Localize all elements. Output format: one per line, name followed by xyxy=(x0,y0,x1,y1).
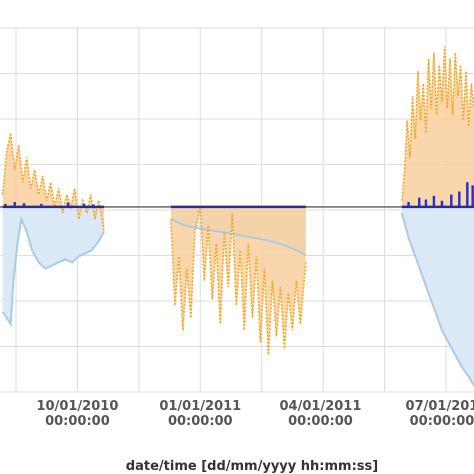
bar xyxy=(40,203,43,207)
bar xyxy=(424,199,428,207)
x-axis-ticks: 10/01/201000:00:0001/01/201100:00:0004/0… xyxy=(37,399,474,429)
orange-area xyxy=(401,46,474,207)
orange-series-line xyxy=(1,132,105,232)
bar xyxy=(66,202,70,207)
x-tick-label-time: 00:00:00 xyxy=(410,414,474,429)
x-axis-title: date/time [dd/mm/yyyy hh:mm:ss] xyxy=(126,459,378,474)
x-tick-label-date: 01/01/2011 xyxy=(159,399,241,414)
segment-3 xyxy=(400,46,474,387)
segment-1 xyxy=(1,132,105,328)
data-segments xyxy=(1,46,474,387)
blue-area xyxy=(401,206,474,386)
x-tick-label-time: 00:00:00 xyxy=(168,414,233,429)
x-tick-label-date: 04/01/2011 xyxy=(280,399,362,414)
bar xyxy=(450,194,453,207)
blue-series-line xyxy=(170,218,307,256)
bar xyxy=(22,203,26,207)
bar xyxy=(440,200,444,207)
x-tick-label-time: 00:00:00 xyxy=(288,414,353,429)
x-tick-label-date: 10/01/2010 xyxy=(37,399,119,414)
bar xyxy=(432,195,436,207)
x-tick-label-date: 07/01/201 xyxy=(406,399,474,414)
blue-series-line xyxy=(1,215,105,328)
orange-series-line xyxy=(401,46,474,201)
bar xyxy=(471,185,474,207)
bar xyxy=(466,182,469,207)
x-tick-label-time: 00:00:00 xyxy=(45,414,110,429)
orange-series-line xyxy=(170,206,307,356)
bar xyxy=(82,203,86,207)
segment-2 xyxy=(170,205,307,356)
bar xyxy=(458,191,461,207)
bar xyxy=(13,201,16,207)
blue-series-line xyxy=(400,212,474,387)
bar xyxy=(418,197,421,207)
bar xyxy=(407,201,410,207)
bar xyxy=(4,203,7,207)
orange-area xyxy=(170,206,306,355)
